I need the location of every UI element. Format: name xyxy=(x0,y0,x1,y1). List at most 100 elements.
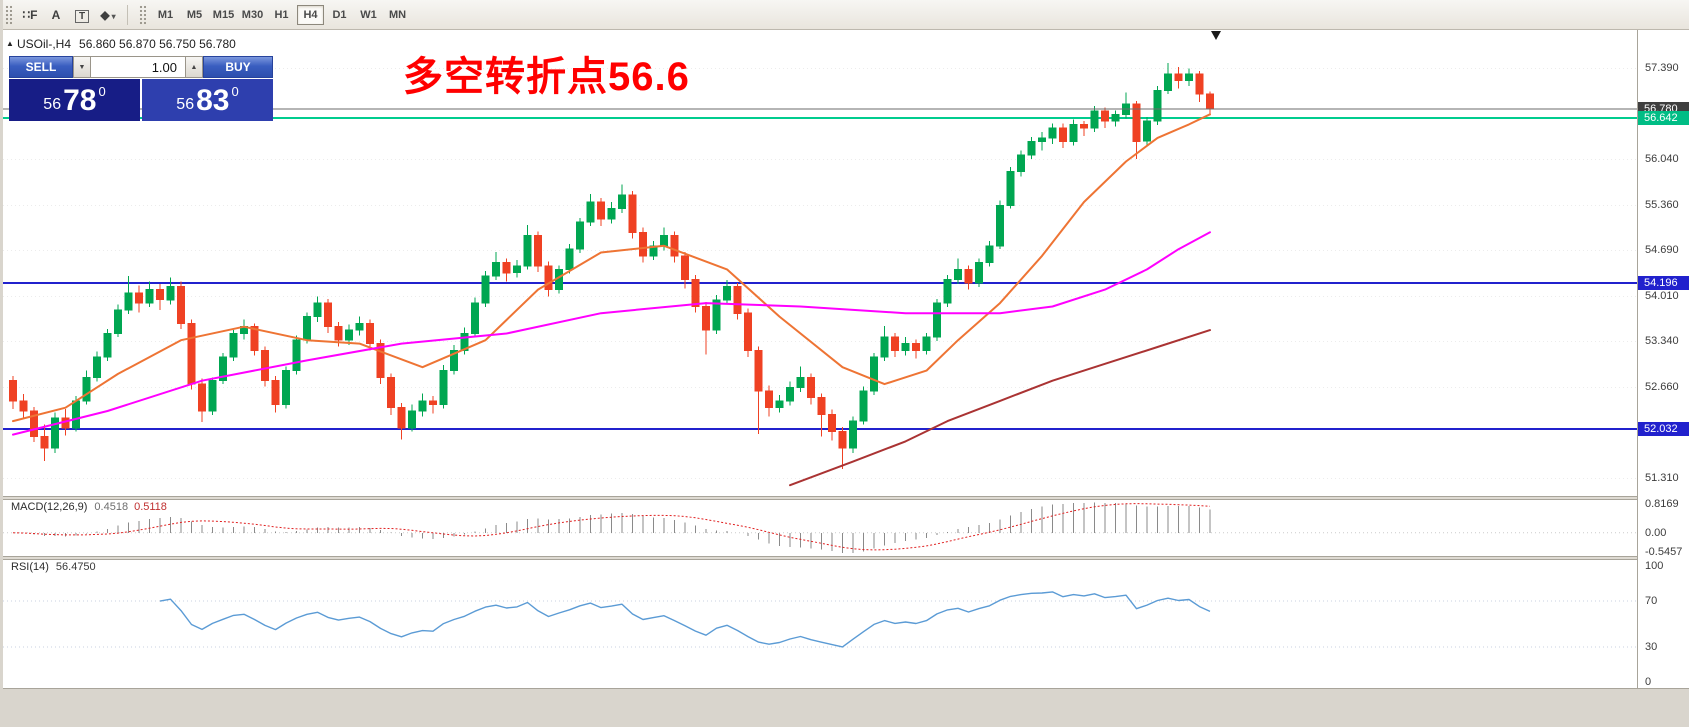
text-tool-button[interactable]: A xyxy=(44,4,68,26)
main-chart-panel[interactable] xyxy=(3,30,1637,496)
rsi-line xyxy=(159,591,1211,648)
axis-label-54.690: 54.690 xyxy=(1645,243,1679,256)
buy-button[interactable]: BUY xyxy=(203,56,273,78)
candle-body xyxy=(733,285,742,314)
candle-body xyxy=(796,376,805,388)
macd-signal-value: 0.5118 xyxy=(134,501,167,513)
price-tag-52.032: 52.032 xyxy=(1638,422,1689,437)
candle-body xyxy=(1111,113,1120,122)
candle-body xyxy=(1185,73,1193,81)
candle-body xyxy=(40,436,49,449)
buy-price-display[interactable]: 56 83 0 xyxy=(142,79,273,121)
candle-body xyxy=(996,204,1004,247)
candle-body xyxy=(355,322,364,331)
volume-input[interactable] xyxy=(91,56,185,78)
candle-body xyxy=(891,336,899,351)
candle-body xyxy=(712,299,721,331)
one-click-panel-collapse-icon[interactable]: ▲ xyxy=(6,39,14,48)
timeframe-m5[interactable]: M5 xyxy=(181,5,208,25)
candle-body xyxy=(313,302,322,318)
chevron-down-icon: ▾ xyxy=(111,11,116,21)
toolbar: ∷F A T ◆ ▾ M1 M5 M15 M30 H1 H4 D1 W1 MN xyxy=(3,0,1689,30)
candle-body xyxy=(429,400,437,405)
timeframe-toolbar-drag-handle[interactable] xyxy=(139,4,146,25)
volume-decrease-button[interactable]: ▼ xyxy=(73,56,91,78)
candle-body xyxy=(534,235,542,267)
toolbar-drag-handle[interactable] xyxy=(5,4,12,25)
chart-shift-marker-icon[interactable] xyxy=(1211,31,1221,40)
ma-mid-line xyxy=(12,231,1211,436)
sell-price-display[interactable]: 56 78 0 xyxy=(9,79,140,121)
axis-label-0.8169: 0.8169 xyxy=(1645,498,1679,510)
text-label-tool-button[interactable]: T xyxy=(70,4,94,26)
fibonacci-tool-button[interactable]: ∷F xyxy=(18,4,42,26)
ohlc-values: 56.860 56.870 56.750 56.780 xyxy=(79,37,236,51)
candle-body xyxy=(586,201,595,223)
ma-slow-line xyxy=(789,329,1211,487)
timeframe-mn[interactable]: MN xyxy=(384,5,411,25)
candle-body xyxy=(975,262,983,284)
timeframe-d1[interactable]: D1 xyxy=(326,5,353,25)
timeframe-h1[interactable]: H1 xyxy=(268,5,295,25)
candle-body xyxy=(702,306,710,331)
candle-body xyxy=(187,322,196,385)
one-click-trading-panel: SELL ▼ ▲ BUY 56 78 0 56 83 0 xyxy=(9,56,273,121)
macd-main-value: 0.4518 xyxy=(94,501,129,513)
candles-layer xyxy=(9,63,1214,469)
candle-body xyxy=(933,302,941,338)
candle-body xyxy=(51,417,59,449)
candle-body xyxy=(502,262,511,274)
sell-price-pips: 78 xyxy=(63,84,97,117)
timeframe-m30[interactable]: M30 xyxy=(239,5,266,25)
candle-body xyxy=(135,292,143,304)
axis-label-100: 100 xyxy=(1645,560,1664,572)
timeframe-w1[interactable]: W1 xyxy=(355,5,382,25)
chart-symbol-header: USOil-,H4 56.860 56.870 56.750 56.780 xyxy=(17,37,236,51)
sell-button[interactable]: SELL xyxy=(9,56,73,78)
candle-body xyxy=(156,289,164,301)
panel-splitter[interactable] xyxy=(3,556,1689,560)
candle-body xyxy=(670,235,679,257)
timeframe-m15[interactable]: M15 xyxy=(210,5,237,25)
macd-canvas[interactable] xyxy=(3,500,1637,556)
axis-label-53.340: 53.340 xyxy=(1645,334,1679,347)
price-axis[interactable]: 57.390 56.040 55.360 54.690 54.010 53.340 52.6… xyxy=(1638,0,1689,727)
rsi-panel[interactable] xyxy=(3,560,1637,688)
rsi-label: RSI(14) 56.4750 xyxy=(11,561,96,573)
candle-body xyxy=(492,262,500,277)
rsi-name: RSI(14) xyxy=(11,561,49,573)
candle-body xyxy=(72,400,80,429)
candle-body xyxy=(1059,127,1067,142)
candle-body xyxy=(817,397,826,415)
rsi-canvas[interactable] xyxy=(3,560,1637,688)
candle-body xyxy=(345,329,353,341)
ma-fast-line xyxy=(12,113,1211,423)
candle-body xyxy=(166,285,175,301)
candle-body xyxy=(124,292,133,311)
axis-label-52.660: 52.660 xyxy=(1645,380,1679,393)
candle-body xyxy=(271,380,280,405)
volume-increase-button[interactable]: ▲ xyxy=(185,56,203,78)
candle-body xyxy=(145,289,154,304)
candle-body xyxy=(229,333,238,358)
sell-price-pipette: 0 xyxy=(98,84,106,99)
axis-label-0: 0 xyxy=(1645,676,1652,688)
panel-splitter[interactable] xyxy=(3,496,1689,500)
candle-body xyxy=(1038,137,1046,142)
candle-body xyxy=(943,279,952,304)
main-chart-canvas[interactable] xyxy=(3,30,1637,496)
candle-body xyxy=(334,326,343,341)
macd-panel[interactable] xyxy=(3,500,1637,556)
candle-body xyxy=(1080,123,1088,129)
text-icon: A xyxy=(51,7,61,22)
candle-body xyxy=(408,410,416,429)
shapes-tool-dropdown[interactable]: ◆ ▾ xyxy=(96,4,120,26)
candle-body xyxy=(250,326,259,351)
chart-annotation-text[interactable]: 多空转折点56.6 xyxy=(403,55,690,99)
timeframe-m1[interactable]: M1 xyxy=(152,5,179,25)
candle-body xyxy=(618,194,626,210)
timeframe-h4[interactable]: H4 xyxy=(297,4,324,25)
candle-body xyxy=(1048,127,1057,139)
candle-body xyxy=(838,430,847,449)
